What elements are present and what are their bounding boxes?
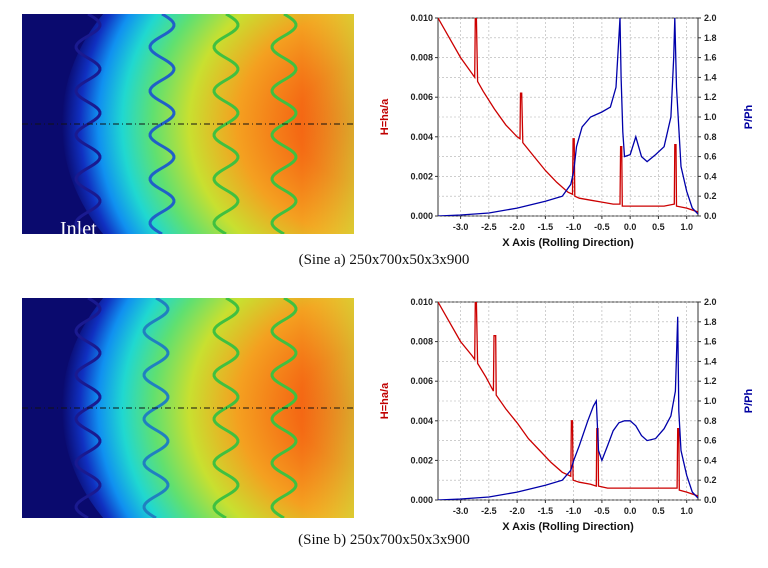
x-tick-label: -0.5: [594, 506, 610, 516]
series-line-p: [438, 316, 698, 500]
heatmap-canvas: [22, 298, 354, 518]
y-left-tick-label: 0.008: [410, 53, 433, 63]
y-left-tick-label: 0.004: [410, 416, 433, 426]
panel-sine-b: -3.0 -2.5 -2.0 -1.5 -1.0 -0.5 0.0 0.5 1.0 0.000 0.…: [0, 284, 768, 564]
inlet-label: Inlet: [60, 218, 97, 240]
x-tick-label: 0.0: [624, 222, 637, 232]
y-right-tick-label: 0.6: [704, 152, 717, 162]
y-right-tick-label: 2.0: [704, 13, 717, 23]
y-right-tick-label: 1.4: [704, 72, 717, 82]
y-left-tick-label: 0.010: [410, 13, 433, 23]
x-tick-label: -1.0: [566, 222, 582, 232]
chart-sine-b: -3.0 -2.5 -2.0 -1.5 -1.0 -0.5 0.0 0.5 1.0 0.000 0.…: [360, 284, 768, 546]
y-left-tick-label: 0.010: [410, 297, 433, 307]
caption-sine-a: (Sine a) 250x700x50x3x900: [298, 252, 470, 268]
y-right-axis-label: P/Ph: [743, 388, 755, 413]
x-axis-label: X Axis (Rolling Direction): [502, 521, 634, 533]
y-left-axis-label: H=ha/a: [379, 382, 391, 419]
x-tick-label: 0.5: [652, 506, 665, 516]
x-tick-label: -1.5: [538, 506, 554, 516]
y-right-tick-label: 1.2: [704, 92, 717, 102]
x-tick-label: -1.5: [538, 222, 554, 232]
y-right-tick-label: 1.8: [704, 317, 717, 327]
y-right-tick-label: 0.0: [704, 211, 717, 221]
x-tick-label: 1.0: [680, 506, 693, 516]
y-right-tick-label: 0.4: [704, 455, 717, 465]
y-left-tick-label: 0.002: [410, 455, 433, 465]
heatmap-canvas: [22, 14, 354, 234]
x-tick-label: -2.0: [509, 506, 525, 516]
x-tick-label: -2.0: [509, 222, 525, 232]
x-tick-label: 0.0: [624, 506, 637, 516]
chart-sine-a: -3.0 -2.5 -2.0 -1.5 -1.0 -0.5 0.0 0.5 1.0 0.000 0.…: [360, 0, 768, 262]
x-tick-label: -0.5: [594, 222, 610, 232]
y-right-tick-label: 1.0: [704, 396, 717, 406]
series-line-p: [438, 18, 698, 216]
y-right-tick-label: 1.8: [704, 33, 717, 43]
heatmap-sine-b: [22, 298, 354, 518]
y-right-tick-label: 1.4: [704, 356, 717, 366]
y-left-tick-label: 0.000: [410, 211, 433, 221]
sine-wave-line: [148, 14, 176, 234]
y-right-tick-label: 1.0: [704, 112, 717, 122]
x-tick-label: -2.5: [481, 222, 497, 232]
y-left-tick-label: 0.000: [410, 495, 433, 505]
y-right-tick-label: 0.0: [704, 495, 717, 505]
x-tick-label: -1.0: [566, 506, 582, 516]
y-left-axis-label: H=ha/a: [379, 98, 391, 135]
y-right-tick-label: 0.8: [704, 416, 717, 426]
y-right-tick-label: 2.0: [704, 297, 717, 307]
series-line-h: [438, 302, 698, 497]
y-right-axis-label: P/Ph: [743, 104, 755, 129]
y-right-tick-label: 1.6: [704, 53, 717, 63]
y-right-tick-label: 0.8: [704, 132, 717, 142]
y-right-tick-label: 0.2: [704, 191, 717, 201]
y-left-tick-label: 0.006: [410, 376, 433, 386]
y-left-tick-label: 0.004: [410, 132, 433, 142]
caption-sine-b: (Sine b) 250x700x50x3x900: [298, 532, 470, 548]
series-line-h: [438, 18, 698, 213]
y-right-tick-label: 0.4: [704, 171, 717, 181]
chart-canvas: -3.0 -2.5 -2.0 -1.5 -1.0 -0.5 0.0 0.5 1.0 0.000 0.…: [379, 13, 755, 249]
y-left-tick-label: 0.006: [410, 92, 433, 102]
panel-sine-a: Inlet -3.0 -2.5 -2.0 -1.5 -1.0 -0.5 0.0 0.5 1.0 0…: [0, 0, 768, 280]
x-tick-label: 1.0: [680, 222, 693, 232]
y-right-tick-label: 1.2: [704, 376, 717, 386]
y-left-tick-label: 0.008: [410, 337, 433, 347]
y-left-tick-label: 0.002: [410, 171, 433, 181]
y-right-tick-label: 0.2: [704, 475, 717, 485]
x-tick-label: -2.5: [481, 506, 497, 516]
x-axis-label: X Axis (Rolling Direction): [502, 237, 634, 249]
x-tick-label: 0.5: [652, 222, 665, 232]
chart-canvas: -3.0 -2.5 -2.0 -1.5 -1.0 -0.5 0.0 0.5 1.0 0.000 0.…: [379, 297, 755, 533]
x-tick-label: -3.0: [453, 222, 469, 232]
x-tick-label: -3.0: [453, 506, 469, 516]
y-right-tick-label: 1.6: [704, 337, 717, 347]
y-right-tick-label: 0.6: [704, 436, 717, 446]
heatmap-sine-a: Inlet: [22, 14, 354, 240]
